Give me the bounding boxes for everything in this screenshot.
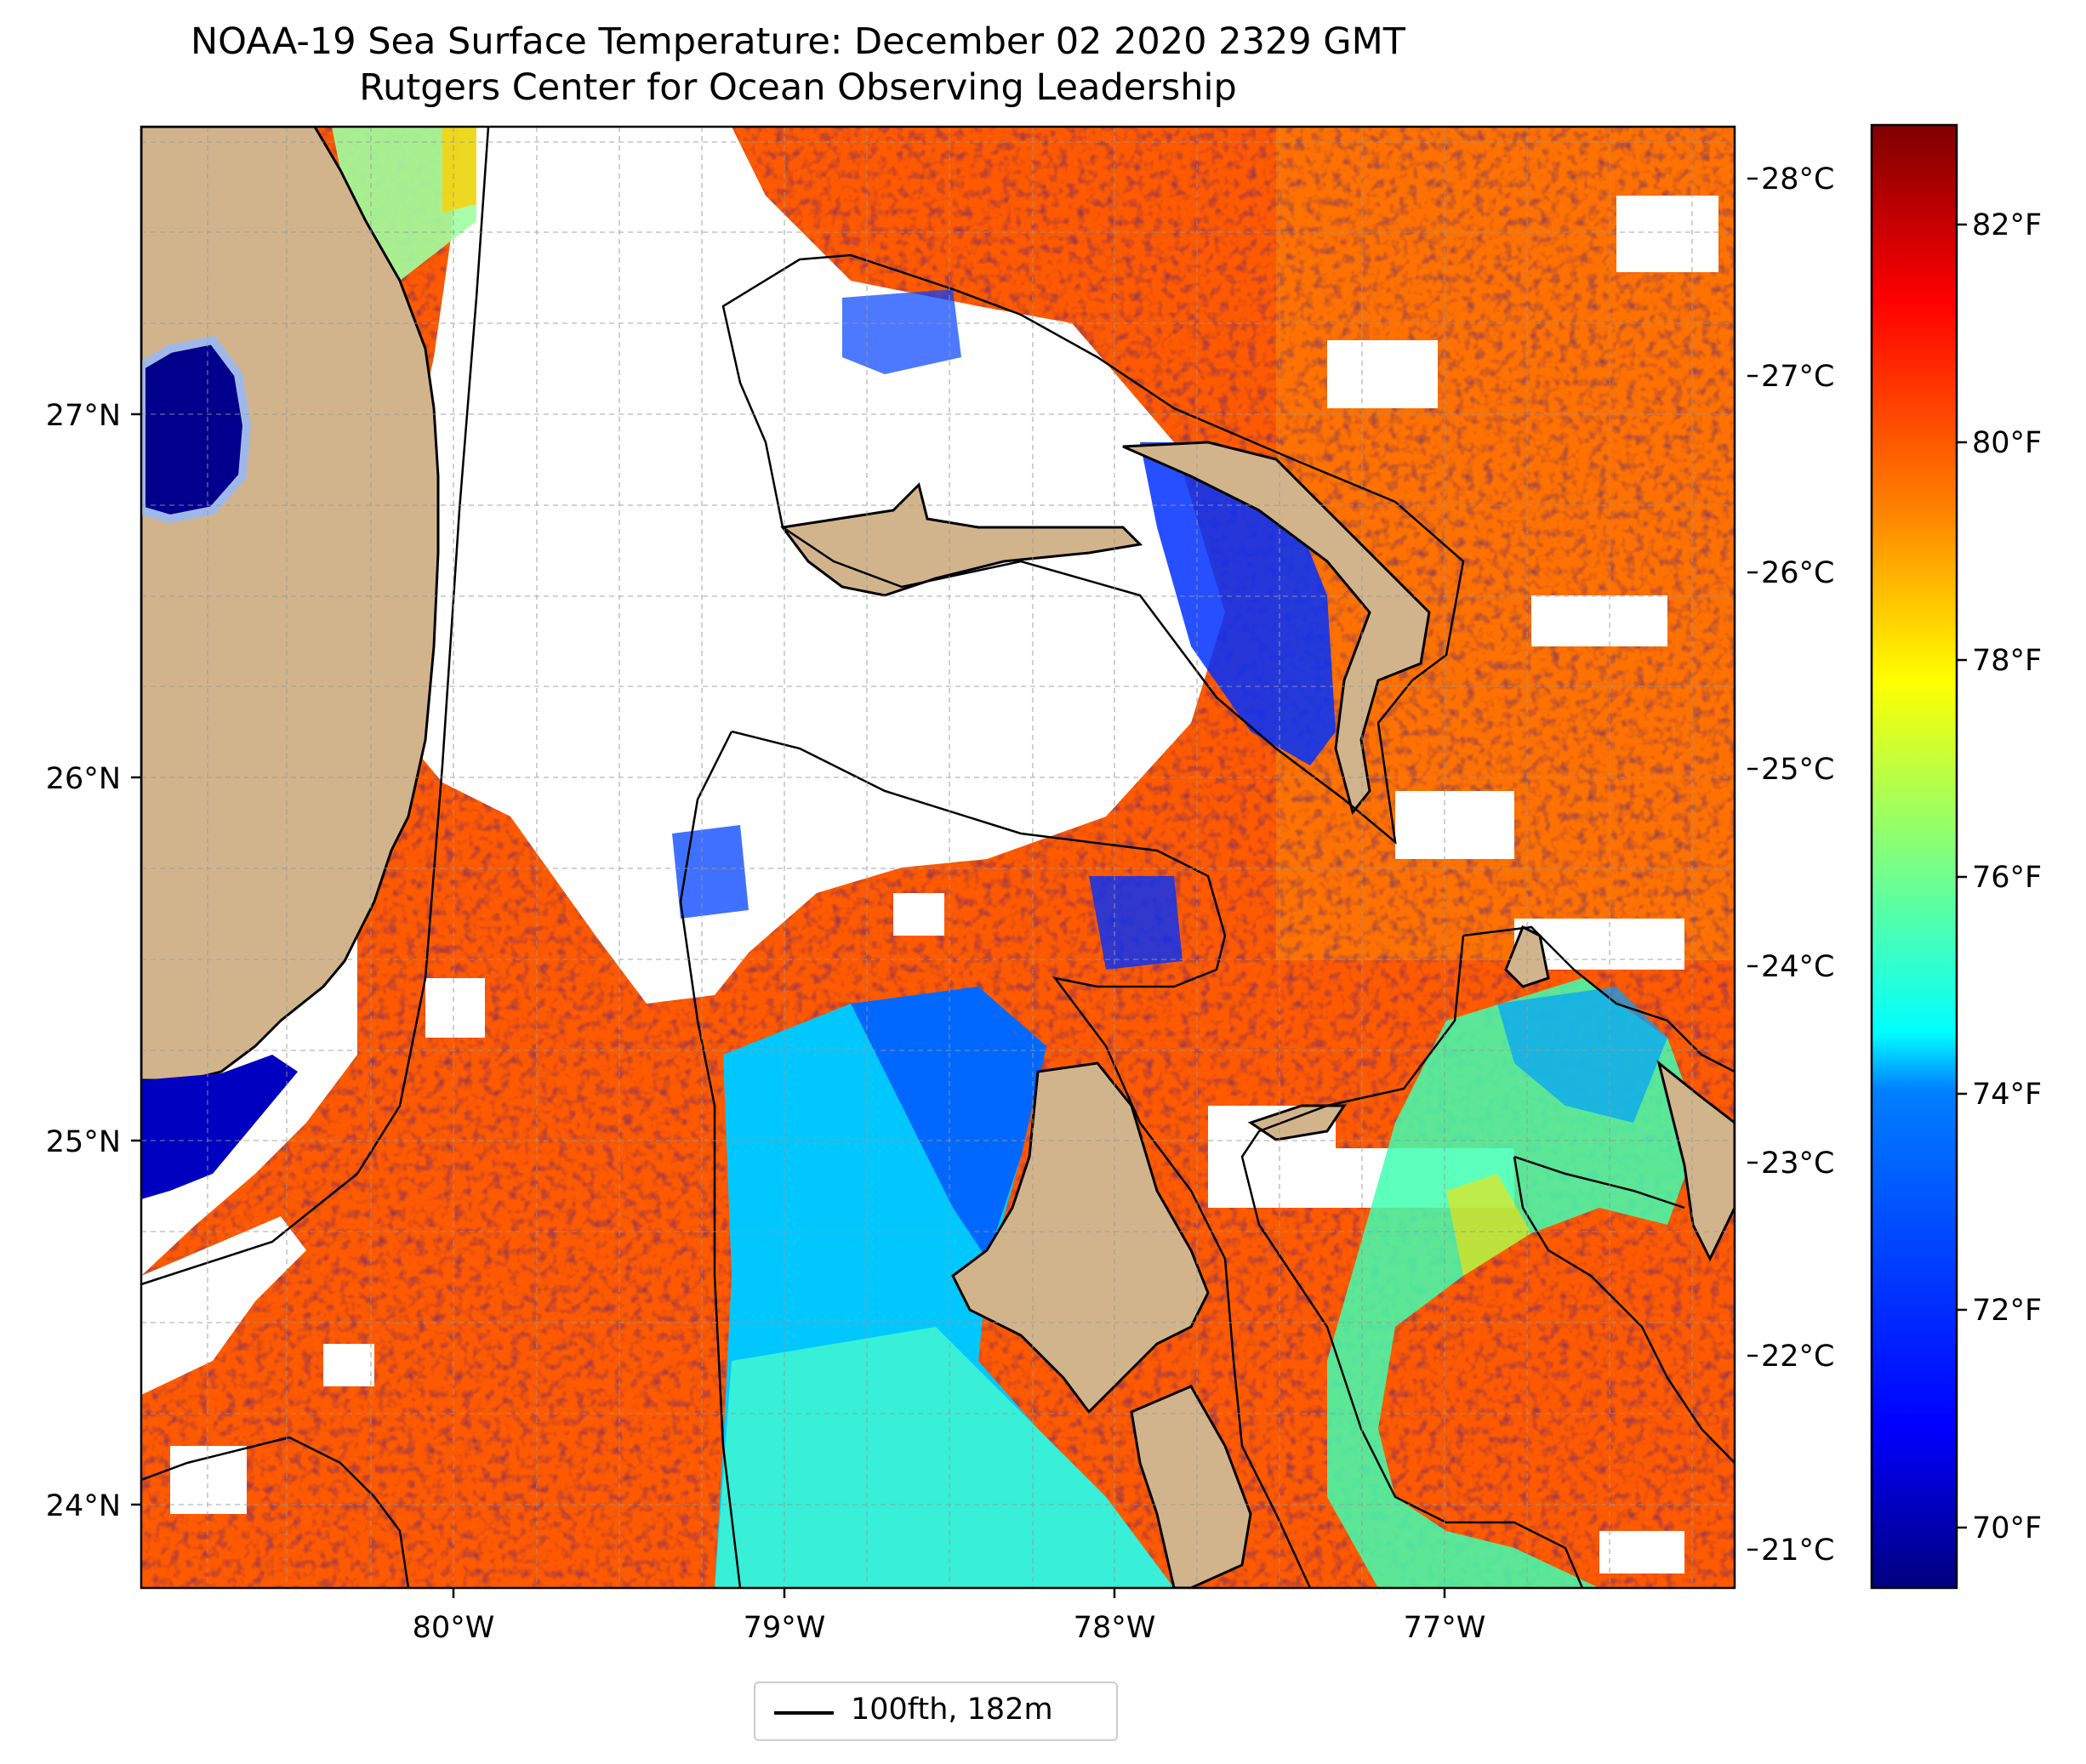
map-ticks — [131, 413, 1446, 1598]
fahrenheit-tick-label: 74°F — [1972, 1078, 2042, 1112]
celsius-tick-label: 21°C — [1761, 1534, 1834, 1568]
lat-tick-label: 27°N — [46, 399, 121, 433]
graticule — [141, 127, 1735, 1588]
lat-tick-label: 24°N — [46, 1489, 121, 1523]
fahrenheit-tick-label: 70°F — [1972, 1511, 2042, 1545]
chart-title: NOAA-19 Sea Surface Temperature: Decembe… — [191, 20, 1405, 63]
lat-tick-label: 25°N — [46, 1125, 121, 1159]
cloud-mask-region — [349, 127, 1225, 1004]
fahrenheit-tick-label: 78°F — [1972, 644, 2042, 678]
celsius-tick-label: 23°C — [1761, 1147, 1834, 1181]
lon-tick-label: 77°W — [1404, 1611, 1486, 1645]
land-andros — [951, 1061, 1210, 1414]
lon-tick-label: 80°W — [413, 1611, 495, 1645]
lake-okeechobee — [141, 335, 252, 524]
celsius-tick-label: 27°C — [1761, 360, 1834, 394]
map-plot-area — [141, 127, 1735, 1588]
land-abaco — [1122, 441, 1431, 816]
legend-line-swatch — [774, 1711, 834, 1715]
fahrenheit-tick-label: 76°F — [1972, 861, 2042, 895]
lon-tick-label: 78°W — [1074, 1611, 1156, 1645]
celsius-ticks — [1747, 177, 1758, 1551]
lon-tick-label: 79°W — [744, 1611, 826, 1645]
celsius-tick-label: 28°C — [1761, 162, 1834, 196]
celsius-tick-label: 26°C — [1761, 556, 1834, 590]
chart-subtitle: Rutgers Center for Ocean Observing Leade… — [359, 66, 1237, 109]
fahrenheit-ticks — [1957, 223, 1967, 1529]
map-legend: 100fth, 182m — [754, 1681, 1118, 1741]
land-grand-bahama — [780, 482, 1143, 597]
legend-label: 100fth, 182m — [851, 1693, 1053, 1727]
celsius-tick-label: 24°C — [1761, 950, 1834, 984]
lat-tick-label: 26°N — [46, 762, 121, 796]
map-frame — [140, 125, 1736, 1590]
celsius-tick-label: 25°C — [1761, 753, 1834, 787]
fahrenheit-tick-label: 82°F — [1972, 208, 2042, 242]
colorbar — [1870, 123, 1958, 1590]
isobath-100fth — [141, 127, 1735, 1588]
fahrenheit-tick-label: 72°F — [1972, 1294, 2042, 1328]
celsius-tick-label: 22°C — [1761, 1340, 1834, 1374]
fahrenheit-tick-label: 80°F — [1972, 426, 2042, 460]
